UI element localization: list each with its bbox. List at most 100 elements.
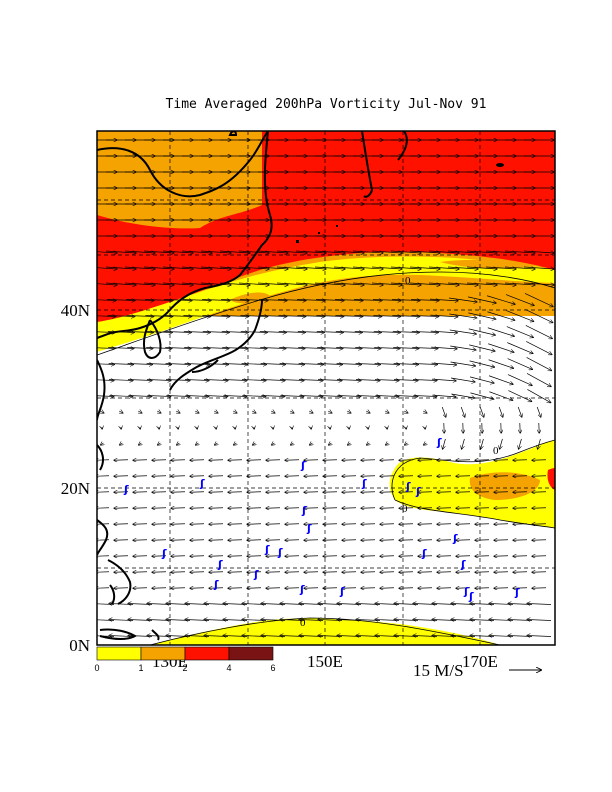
wind-vector-arrow — [304, 492, 319, 493]
wind-vector-arrow — [393, 348, 419, 349]
wind-vector-arrow — [228, 476, 243, 477]
wind-vector-arrow — [114, 556, 129, 557]
wind-vector-arrow — [247, 476, 262, 477]
wind-vector-arrow — [390, 282, 421, 285]
y-axis-label: 40N — [61, 301, 90, 320]
wind-vector-arrow — [184, 364, 210, 365]
wind-vector-arrow — [527, 636, 552, 637]
wind-vector-arrow — [333, 266, 364, 269]
wind-vector-arrow — [494, 460, 509, 461]
wind-vector-arrow — [317, 380, 342, 381]
orange-shade-subtropical — [469, 472, 540, 500]
wind-vector-arrow — [504, 266, 535, 269]
wind-vector-arrow — [385, 411, 389, 413]
wind-vector-arrow — [361, 460, 376, 461]
wind-vector-arrow — [266, 572, 281, 573]
wind-vector-arrow — [114, 492, 129, 493]
wind-vector-arrow — [468, 312, 495, 319]
wind-vector-arrow — [285, 556, 300, 557]
wind-vector-arrow — [527, 389, 550, 402]
wind-vector-arrow — [97, 300, 116, 301]
typhoon-symbol: ʃ — [460, 558, 466, 571]
wind-vector-arrow — [314, 266, 345, 269]
wind-vector-arrow — [488, 375, 513, 385]
wind-vector-arrow — [203, 380, 228, 381]
zero-contour-equatorial — [149, 617, 501, 645]
wind-vector-arrow — [354, 316, 381, 317]
wind-vector-arrow — [295, 250, 326, 253]
wind-vector-arrow — [353, 300, 382, 301]
wind-vector-arrow — [456, 460, 471, 461]
wind-vector-arrow — [462, 438, 465, 449]
wind-vector-arrow — [494, 588, 509, 589]
red-shade-north — [97, 131, 555, 322]
wind-vector-arrow — [171, 556, 186, 557]
wind-vector-arrow — [466, 282, 497, 285]
wind-vector-arrow — [527, 620, 552, 621]
wind-vector-arrow — [390, 250, 421, 253]
wind-vector-arrow — [297, 332, 324, 333]
wind-vector-arrow — [171, 476, 186, 477]
typhoon-symbol: ʃ — [161, 547, 167, 560]
wind-vector-arrow — [203, 364, 229, 365]
wind-vector-arrow — [390, 266, 421, 269]
wind-vector-arrow — [247, 492, 262, 493]
wind-vector-arrow — [456, 476, 471, 477]
wind-vector-arrow — [152, 572, 167, 573]
wind-vector-arrow — [437, 508, 452, 509]
wind-vector-arrow — [124, 250, 155, 253]
wind-vectors — [97, 140, 554, 637]
wind-vector-arrow — [138, 411, 142, 413]
wind-vector-arrow — [257, 282, 288, 285]
wind-vector-arrow — [527, 604, 552, 605]
wind-vector-arrow — [409, 266, 440, 269]
wind-vector-arrow — [203, 348, 229, 349]
wind-vector-arrow — [204, 396, 227, 397]
wind-vector-arrow — [124, 266, 155, 269]
wind-vector-arrow — [304, 556, 319, 557]
typhoon-symbol: ʃ — [199, 477, 205, 490]
wind-vector-arrow — [371, 282, 402, 285]
wind-vector-arrow — [428, 282, 459, 285]
wind-vector-arrow — [107, 316, 134, 317]
wind-vector-arrow — [105, 266, 136, 269]
wind-vector-arrow — [532, 492, 547, 493]
wind-vector-arrow — [494, 556, 509, 557]
wind-vector-arrow — [285, 540, 300, 541]
wind-vector-arrow — [266, 524, 281, 525]
wind-vector-arrow — [298, 380, 323, 381]
wind-vector-arrow — [466, 250, 497, 253]
wind-vector-arrow — [342, 476, 357, 477]
wind-vector-arrow — [278, 332, 305, 333]
wind-vector-arrow — [475, 492, 490, 493]
wind-vector-arrow — [423, 411, 427, 413]
wind-vector-arrow — [487, 311, 514, 321]
wind-vector-arrow — [185, 396, 208, 397]
wind-vector-arrow — [143, 282, 174, 285]
wind-vector-arrow — [506, 326, 533, 338]
wind-vector-arrow — [285, 460, 300, 461]
wind-vector-arrow — [412, 364, 438, 365]
wind-vector-arrow — [183, 316, 210, 317]
wind-vector-arrow — [485, 266, 516, 269]
wind-vector-arrow — [209, 540, 224, 541]
wind-vector-arrow — [475, 540, 490, 541]
wind-vector-arrow — [470, 392, 493, 399]
colorbar-tick: 6 — [270, 663, 275, 673]
wind-vector-arrow — [469, 344, 495, 351]
wind-vector-arrow — [513, 524, 528, 525]
wind-vector-arrow — [252, 411, 256, 413]
wind-vector-arrow — [323, 476, 338, 477]
wind-vector-arrow — [361, 556, 376, 557]
wind-vector-arrow — [126, 316, 153, 317]
wind-vector-arrow — [171, 492, 186, 493]
wind-vector-arrow — [437, 540, 452, 541]
wind-vector-arrow — [323, 460, 338, 461]
wind-vector-arrow — [126, 332, 153, 333]
wind-vector-arrow — [456, 508, 471, 509]
wind-vector-arrow — [257, 250, 288, 253]
wind-vector-arrow — [127, 364, 153, 365]
wind-vector-arrow — [240, 316, 267, 317]
wind-vector-arrow — [317, 348, 343, 349]
